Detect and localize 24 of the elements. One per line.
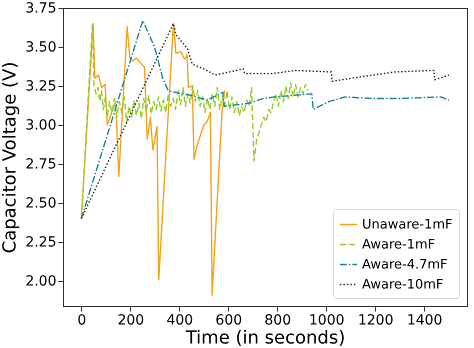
x-tick-label: 1400 [406, 312, 442, 328]
legend-label: Aware-4.7mF [362, 258, 448, 272]
y-tick-label: 3.00 [25, 118, 56, 134]
x-tick-label: 1000 [308, 312, 345, 328]
x-axis-title: Time (in seconds) [184, 328, 346, 348]
y-tick-label: 2.75 [25, 156, 56, 173]
y-tick-label: 2.00 [25, 274, 56, 290]
y-axis-title: Capacitor Voltage (V) [0, 62, 20, 254]
legend-label: Unaware-1mF [362, 218, 452, 232]
x-tick-label: 800 [264, 312, 292, 328]
y-tick-label: 3.50 [25, 40, 56, 56]
y-tick-label: 3.25 [25, 78, 56, 95]
line-series [80, 22, 309, 220]
x-tick-label: 1200 [358, 312, 394, 328]
y-tick-label: 3.75 [25, 0, 56, 16]
y-tick-label: 2.50 [25, 196, 56, 212]
x-tick-label: 600 [215, 312, 242, 328]
legend-label: Aware-1mF [362, 238, 436, 252]
x-tick-label: 400 [166, 312, 194, 328]
y-tick-label: 2.25 [25, 234, 56, 251]
x-tick-label: 0 [77, 312, 86, 328]
x-tick-label: 200 [117, 312, 144, 328]
line-series [80, 22, 226, 296]
legend-label: Aware-10mF [362, 278, 444, 292]
